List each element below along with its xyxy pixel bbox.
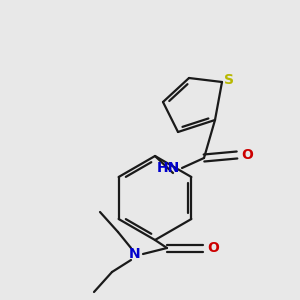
Text: O: O [241, 148, 253, 162]
Text: HN: HN [156, 161, 180, 175]
Text: S: S [224, 73, 234, 87]
Text: O: O [207, 241, 219, 255]
Text: N: N [129, 247, 141, 261]
